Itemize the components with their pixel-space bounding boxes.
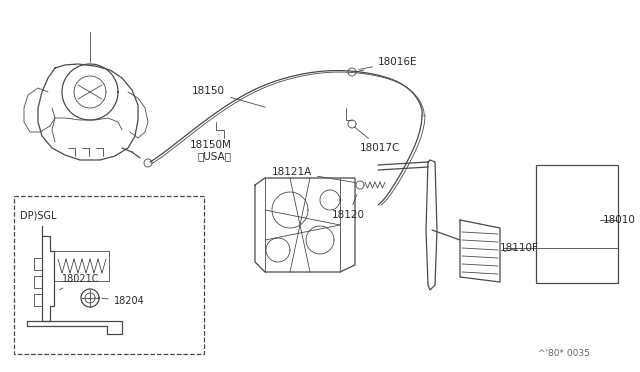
Text: 18120: 18120 (332, 195, 365, 220)
Text: 18010: 18010 (603, 215, 636, 225)
Text: 18110F: 18110F (500, 243, 539, 253)
Bar (54, 251, 109, 281)
Text: 18021C: 18021C (60, 274, 99, 290)
Text: 18121A: 18121A (272, 167, 355, 183)
Text: 18204: 18204 (102, 296, 145, 306)
Text: 18017C: 18017C (354, 127, 401, 153)
Text: ^'80* 0035: ^'80* 0035 (538, 349, 590, 358)
Text: 18150: 18150 (192, 86, 266, 107)
Bar (14, 196, 204, 354)
Text: 18016E: 18016E (359, 57, 417, 70)
Text: 18150M
〈USA〉: 18150M 〈USA〉 (190, 135, 232, 161)
Text: DP)SGL: DP)SGL (20, 210, 56, 220)
Bar (536, 165, 618, 283)
